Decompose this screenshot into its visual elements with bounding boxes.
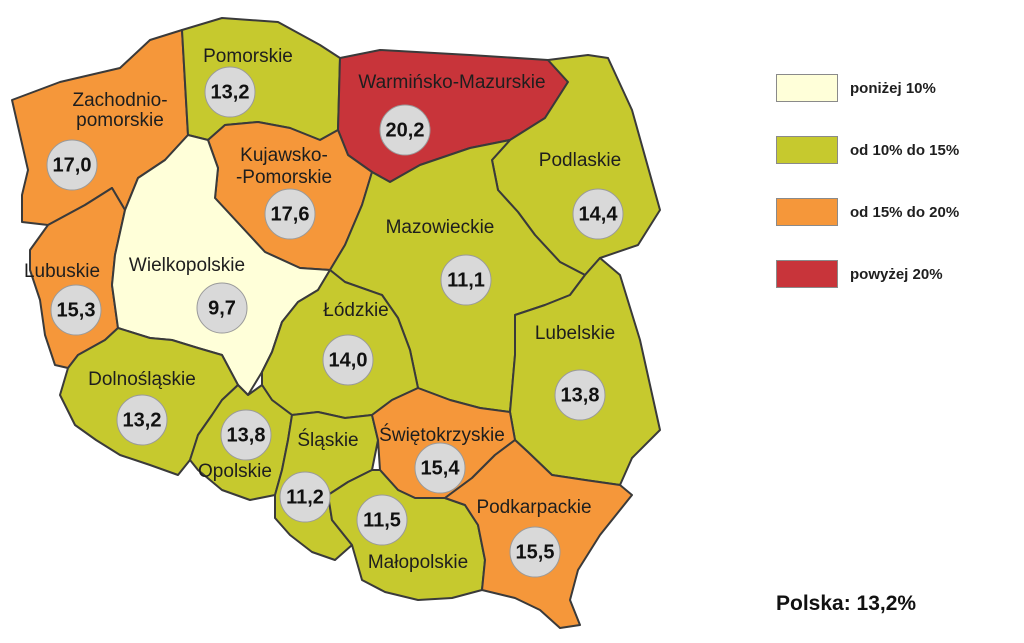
region-name-podlaskie: Podlaskie [539,150,621,171]
value-badge-opolskie [220,409,272,461]
legend-swatch [776,136,838,164]
value-label-pomorskie: 13,2 [211,81,250,103]
region-name-lubelskie: Lubelskie [535,323,615,344]
legend-label: od 10% do 15% [850,141,960,159]
region-name-slaskie: Śląskie [297,429,358,451]
region-name-warminsko-mazurskie: Warmińsko-Mazurskie [358,72,545,93]
value-label-podlaskie: 14,4 [579,203,619,225]
value-badge-swietokrzyskie [414,442,466,494]
value-badge-podkarpackie [509,526,561,578]
value-badge-lubelskie [554,369,606,421]
value-badge-dolnoslaskie [116,394,168,446]
legend-swatch [776,260,838,288]
legend-label: powyżej 20% [850,265,943,283]
value-badge-lodzkie [322,334,374,386]
legend-item-below-10: poniżej 10% [776,72,1006,104]
value-badge-wielkopolskie [196,282,248,334]
region-name-kujawsko-pomorskie: -Pomorskie [236,167,332,188]
region-name-opolskie: Opolskie [198,461,272,482]
value-badge-pomorskie [204,66,256,118]
region-name-swietokrzyskie: Świętokrzyskie [379,424,505,446]
value-label-opolskie: 13,8 [227,424,266,446]
national-summary: Polska: 13,2% [776,592,916,616]
value-label-malopolskie: 11,5 [363,509,401,531]
region-name-wielkopolskie: Wielkopolskie [129,255,245,276]
region-name-mazowieckie: Mazowieckie [386,217,495,238]
region-name-malopolskie: Małopolskie [368,552,468,573]
value-label-dolnoslaskie: 13,2 [123,409,162,431]
legend-item-10-15: od 10% do 15% [776,134,1006,166]
legend-label: poniżej 10% [850,79,936,97]
value-label-mazowieckie: 11,1 [447,269,485,291]
summary-label: Polska: [776,592,851,615]
value-badge-zachodniopomorskie [46,139,98,191]
value-label-podkarpackie: 15,5 [516,541,555,563]
summary-value: 13,2% [856,592,917,615]
region-name-zachodniopomorskie: Zachodnio- [72,90,167,111]
legend-label: od 15% do 20% [850,203,960,221]
value-badge-podlaskie [572,188,624,240]
value-badge-lubuskie [50,284,102,336]
region-name-pomorskie: Pomorskie [203,46,293,67]
labels-layer: Zachodnio-pomorskie 17,0 Pomorskie 13,2 Warm… [24,46,624,578]
value-badge-warminsko-mazurskie [379,104,431,156]
legend-swatch [776,198,838,226]
value-badge-slaskie [279,471,331,523]
value-label-wielkopolskie: 9,7 [208,297,236,319]
value-label-warminsko-mazurskie: 20,2 [386,119,425,141]
value-badge-mazowieckie [440,254,492,306]
value-badge-kujawsko-pomorskie [264,188,316,240]
legend: poniżej 10% od 10% do 15% od 15% do 20% … [776,72,1006,320]
value-label-slaskie: 11,2 [286,486,324,508]
region-name-lodzkie: Łódzkie [323,300,389,321]
value-label-kujawsko-pomorskie: 17,6 [271,203,310,225]
value-label-lodzkie: 14,0 [329,349,368,371]
value-label-zachodniopomorskie: 17,0 [53,154,92,176]
region-name-lubuskie: Lubuskie [24,261,100,282]
value-label-lubelskie: 13,8 [561,384,600,406]
legend-item-15-20: od 15% do 20% [776,196,1006,228]
region-name-podkarpackie: Podkarpackie [476,497,591,518]
value-badge-malopolskie [356,494,408,546]
region-name-zachodniopomorskie: pomorskie [76,110,164,131]
value-label-swietokrzyskie: 15,4 [421,457,461,479]
legend-item-above-20: powyżej 20% [776,258,1006,290]
legend-swatch [776,74,838,102]
regions-layer [11,17,661,629]
value-label-lubuskie: 15,3 [57,299,96,321]
region-name-kujawsko-pomorskie: Kujawsko- [240,145,328,166]
region-name-dolnoslaskie: Dolnośląskie [88,369,196,390]
